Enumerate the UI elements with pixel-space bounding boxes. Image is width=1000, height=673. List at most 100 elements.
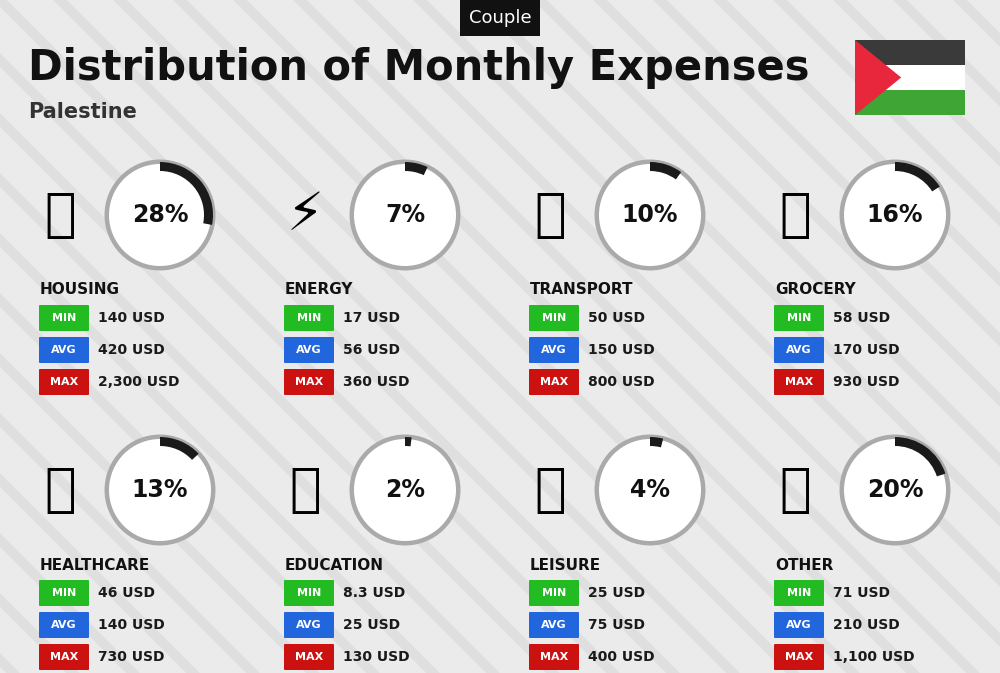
Wedge shape [160, 437, 199, 460]
Text: 360 USD: 360 USD [343, 375, 410, 389]
Text: 17 USD: 17 USD [343, 311, 400, 325]
Text: Distribution of Monthly Expenses: Distribution of Monthly Expenses [28, 47, 810, 89]
Text: 1,100 USD: 1,100 USD [833, 650, 915, 664]
Text: 🛍: 🛍 [534, 464, 566, 516]
Text: 75 USD: 75 USD [588, 618, 645, 632]
FancyBboxPatch shape [529, 369, 579, 395]
Text: 25 USD: 25 USD [588, 586, 645, 600]
Text: AVG: AVG [296, 345, 322, 355]
FancyBboxPatch shape [39, 612, 89, 638]
Text: AVG: AVG [51, 620, 77, 630]
Text: 👛: 👛 [779, 464, 811, 516]
Text: 25 USD: 25 USD [343, 618, 400, 632]
Text: MIN: MIN [297, 313, 321, 323]
FancyBboxPatch shape [529, 580, 579, 606]
Text: 🏢: 🏢 [44, 189, 76, 241]
Text: HEALTHCARE: HEALTHCARE [40, 557, 150, 573]
Circle shape [599, 164, 701, 266]
Circle shape [354, 439, 456, 541]
Text: MIN: MIN [787, 313, 811, 323]
Text: MAX: MAX [50, 377, 78, 387]
Text: 🎓: 🎓 [289, 464, 321, 516]
FancyBboxPatch shape [39, 305, 89, 331]
Text: 46 USD: 46 USD [98, 586, 155, 600]
Text: 130 USD: 130 USD [343, 650, 410, 664]
FancyBboxPatch shape [529, 612, 579, 638]
Text: 🚌: 🚌 [534, 189, 566, 241]
Text: ENERGY: ENERGY [285, 283, 354, 297]
Text: 140 USD: 140 USD [98, 618, 165, 632]
Text: 420 USD: 420 USD [98, 343, 165, 357]
Text: 140 USD: 140 USD [98, 311, 165, 325]
Text: MIN: MIN [297, 588, 321, 598]
Text: 13%: 13% [132, 478, 188, 502]
Text: 🏥: 🏥 [44, 464, 76, 516]
Text: 16%: 16% [867, 203, 923, 227]
Circle shape [109, 439, 211, 541]
Text: 400 USD: 400 USD [588, 650, 655, 664]
Text: 7%: 7% [385, 203, 425, 227]
FancyBboxPatch shape [774, 369, 824, 395]
Text: TRANSPORT: TRANSPORT [530, 283, 634, 297]
Bar [855, 90, 965, 115]
Text: 10%: 10% [622, 203, 678, 227]
Text: 56 USD: 56 USD [343, 343, 400, 357]
Text: MAX: MAX [50, 652, 78, 662]
Text: 20%: 20% [867, 478, 923, 502]
Text: 800 USD: 800 USD [588, 375, 655, 389]
Text: MAX: MAX [295, 377, 323, 387]
Text: MIN: MIN [52, 588, 76, 598]
Text: MAX: MAX [785, 652, 813, 662]
Text: Couple: Couple [469, 9, 531, 27]
Wedge shape [895, 162, 940, 191]
Circle shape [844, 164, 946, 266]
Text: MIN: MIN [542, 588, 566, 598]
Text: 170 USD: 170 USD [833, 343, 900, 357]
Text: AVG: AVG [786, 620, 812, 630]
Circle shape [599, 439, 701, 541]
Text: ⚡: ⚡ [287, 189, 324, 241]
Text: MAX: MAX [540, 377, 568, 387]
Wedge shape [405, 437, 412, 446]
FancyBboxPatch shape [774, 305, 824, 331]
Text: GROCERY: GROCERY [775, 283, 856, 297]
Text: 58 USD: 58 USD [833, 311, 890, 325]
Text: 🛒: 🛒 [779, 189, 811, 241]
FancyBboxPatch shape [529, 305, 579, 331]
Text: LEISURE: LEISURE [530, 557, 601, 573]
Text: 28%: 28% [132, 203, 188, 227]
Circle shape [109, 164, 211, 266]
Text: MAX: MAX [540, 652, 568, 662]
Text: AVG: AVG [786, 345, 812, 355]
Text: Palestine: Palestine [28, 102, 137, 122]
Wedge shape [650, 437, 663, 448]
Text: MAX: MAX [295, 652, 323, 662]
Text: AVG: AVG [51, 345, 77, 355]
Circle shape [354, 164, 456, 266]
Text: 4%: 4% [630, 478, 670, 502]
Text: AVG: AVG [296, 620, 322, 630]
Text: 2%: 2% [385, 478, 425, 502]
Text: 930 USD: 930 USD [833, 375, 900, 389]
Text: 71 USD: 71 USD [833, 586, 890, 600]
Text: AVG: AVG [541, 345, 567, 355]
FancyBboxPatch shape [529, 644, 579, 670]
FancyBboxPatch shape [284, 580, 334, 606]
Bar [855, 65, 965, 90]
FancyBboxPatch shape [529, 337, 579, 363]
Text: MIN: MIN [542, 313, 566, 323]
FancyBboxPatch shape [774, 337, 824, 363]
FancyBboxPatch shape [284, 337, 334, 363]
FancyBboxPatch shape [774, 612, 824, 638]
Wedge shape [405, 162, 428, 175]
Bar [855, 40, 965, 65]
Text: AVG: AVG [541, 620, 567, 630]
Circle shape [844, 439, 946, 541]
FancyBboxPatch shape [284, 612, 334, 638]
Text: MIN: MIN [787, 588, 811, 598]
Text: 50 USD: 50 USD [588, 311, 645, 325]
FancyBboxPatch shape [39, 337, 89, 363]
Polygon shape [855, 40, 901, 115]
Text: 210 USD: 210 USD [833, 618, 900, 632]
FancyBboxPatch shape [774, 644, 824, 670]
